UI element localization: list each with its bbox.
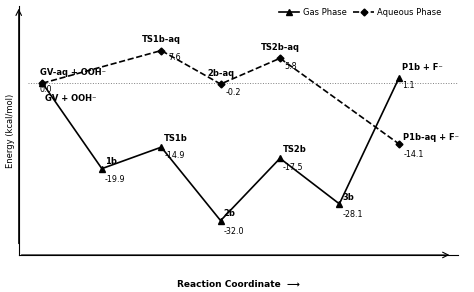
Text: -32.0: -32.0 <box>224 227 244 236</box>
Text: P1b + F⁻: P1b + F⁻ <box>401 63 442 72</box>
Y-axis label: Energy (kcal/mol): Energy (kcal/mol) <box>6 93 15 168</box>
Text: -14.9: -14.9 <box>164 152 185 161</box>
Text: 2b: 2b <box>224 209 236 218</box>
Text: 5.8: 5.8 <box>285 62 297 71</box>
Text: GV + OOH⁻: GV + OOH⁻ <box>46 94 97 103</box>
Text: TS1b-aq: TS1b-aq <box>142 35 181 44</box>
Text: -19.9: -19.9 <box>105 175 126 184</box>
Text: GV-aq + OOH⁻: GV-aq + OOH⁻ <box>39 68 106 77</box>
Text: 2b-aq: 2b-aq <box>207 69 234 78</box>
Text: TS2b: TS2b <box>283 145 307 154</box>
Text: TS2b-aq: TS2b-aq <box>261 43 300 52</box>
Text: -17.5: -17.5 <box>283 163 303 172</box>
Text: Reaction Coordinate  ⟶: Reaction Coordinate ⟶ <box>177 280 300 289</box>
Text: 1b: 1b <box>105 157 117 166</box>
Text: -28.1: -28.1 <box>342 210 363 219</box>
Text: -14.1: -14.1 <box>403 150 424 159</box>
Text: 0.0: 0.0 <box>39 85 52 94</box>
Legend: Gas Phase, Aqueous Phase: Gas Phase, Aqueous Phase <box>275 5 445 21</box>
Text: 7.6: 7.6 <box>168 53 181 62</box>
Text: -0.2: -0.2 <box>225 88 241 97</box>
Text: TS1b: TS1b <box>164 134 188 143</box>
Text: 3b: 3b <box>342 193 354 202</box>
Text: 1.1: 1.1 <box>401 81 414 90</box>
Text: P1b-aq + F⁻: P1b-aq + F⁻ <box>403 133 459 142</box>
